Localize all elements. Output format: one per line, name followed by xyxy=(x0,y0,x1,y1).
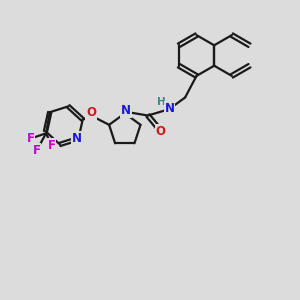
Text: N: N xyxy=(121,104,131,117)
Text: F: F xyxy=(47,139,56,152)
Text: F: F xyxy=(26,132,34,145)
Text: N: N xyxy=(72,132,82,145)
Text: O: O xyxy=(86,106,96,119)
Text: F: F xyxy=(32,144,40,157)
Text: H: H xyxy=(157,97,166,107)
Text: O: O xyxy=(156,124,166,138)
Text: N: N xyxy=(164,102,175,116)
